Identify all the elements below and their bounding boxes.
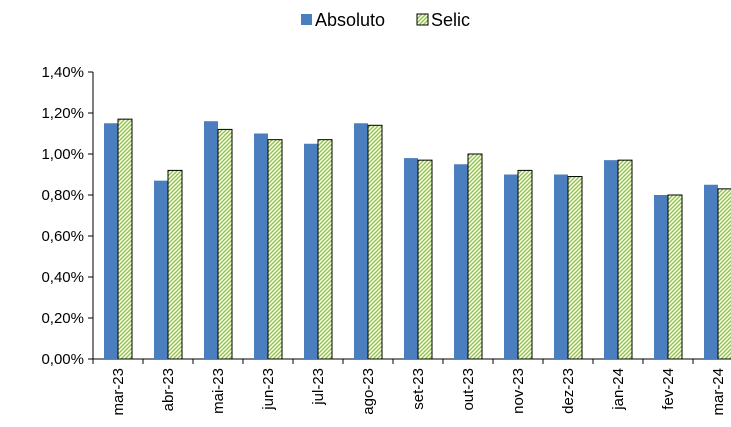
- bar-absoluto-jul-23: [304, 143, 318, 359]
- bar-absoluto-abr-23: [154, 180, 168, 359]
- bar-absoluto-mai-23: [204, 121, 218, 359]
- bar-absoluto-fev-24: [654, 195, 668, 359]
- bar-absoluto-out-23: [454, 164, 468, 359]
- bar-selic-out-23: [467, 153, 483, 360]
- bar-selic-jul-23: [317, 139, 333, 360]
- x-tick-label: jun-23: [260, 368, 277, 411]
- x-tick-label: ago-23: [360, 368, 377, 415]
- x-tick-label: set-23: [410, 368, 427, 410]
- bar-selic-fev-24: [667, 194, 683, 360]
- y-tick-label: 0,60%: [41, 228, 84, 245]
- legend: Absoluto Selic: [301, 10, 470, 30]
- y-axis-ticks: 0,00% 0,20% 0,40% 0,60% 0,80% 1,00% 1,20% 1,40%: [41, 64, 93, 368]
- x-tick-label: mar-24: [710, 368, 727, 416]
- bar-absoluto-dez-23: [554, 174, 568, 359]
- legend-label-absoluto: Absoluto: [315, 10, 385, 30]
- bar-selic-dez-23: [567, 176, 583, 360]
- legend-label-selic: Selic: [431, 10, 470, 30]
- y-tick-label: 1,20%: [41, 105, 84, 122]
- legend-swatch-absoluto: [301, 14, 312, 25]
- bar-selic-ago-23: [367, 124, 383, 360]
- bar-selic-abr-23: [167, 169, 183, 360]
- bar-absoluto-mar-24: [704, 184, 718, 359]
- y-tick-label: 1,40%: [41, 64, 84, 81]
- legend-swatch-selic: [416, 13, 429, 26]
- bar-selic-mai-23: [217, 128, 233, 360]
- x-tick-label: abr-23: [160, 368, 177, 411]
- y-tick-label: 0,80%: [41, 187, 84, 204]
- bar-selic-jun-23: [267, 139, 283, 360]
- bar-selic-jan-24: [617, 159, 633, 360]
- x-axis-ticks: mar-23 abr-23 mai-23 jun-23 jul-23 ago-23 set-…: [92, 359, 727, 416]
- bar-selic-mar-23: [117, 118, 133, 360]
- bar-absoluto-mar-23: [104, 123, 118, 359]
- x-tick-label: mar-23: [110, 368, 127, 416]
- x-tick-label: jul-23: [310, 368, 327, 406]
- x-tick-label: mai-23: [210, 368, 227, 414]
- bar-selic-mar-24: [717, 188, 731, 360]
- y-tick-label: 1,00%: [41, 146, 84, 163]
- y-tick-label: 0,00%: [41, 351, 84, 368]
- x-tick-label: fev-24: [660, 368, 677, 410]
- bar-absoluto-jan-24: [604, 160, 618, 359]
- y-tick-label: 0,20%: [41, 310, 84, 327]
- x-tick-label: out-23: [460, 368, 477, 411]
- bar-selic-set-23: [417, 159, 433, 360]
- x-tick-label: nov-23: [510, 368, 527, 414]
- x-tick-label: jan-24: [610, 368, 627, 411]
- bar-absoluto-jun-23: [254, 133, 268, 359]
- x-tick-label: dez-23: [560, 368, 577, 414]
- bar-selic-nov-23: [517, 169, 533, 360]
- bar-absoluto-ago-23: [354, 123, 368, 359]
- bar-absoluto-nov-23: [504, 174, 518, 359]
- bars: [104, 118, 731, 360]
- bar-absoluto-set-23: [404, 158, 418, 359]
- y-tick-label: 0,40%: [41, 269, 84, 286]
